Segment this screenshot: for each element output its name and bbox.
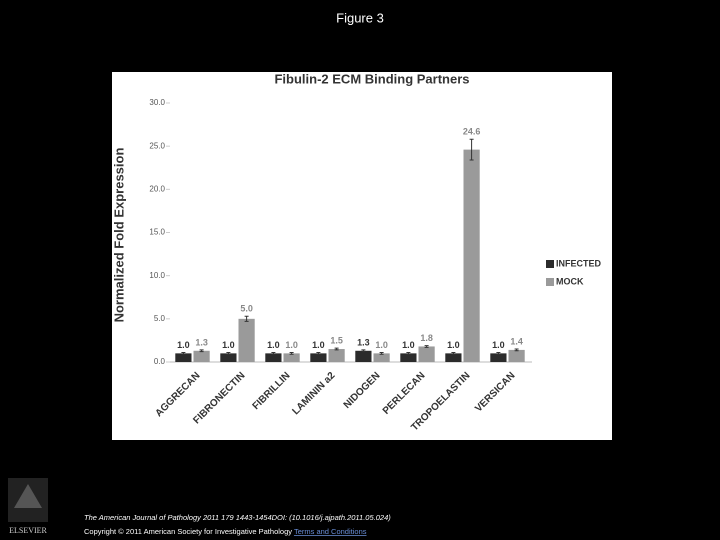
logo-text: ELSEVIER [9,526,47,535]
value-label: 1.0 [447,340,460,350]
y-tick-label: 10.0 [149,271,165,280]
y-tick-label: 20.0 [149,184,165,193]
legend-label: INFECTED [556,258,602,268]
bar [445,353,462,362]
logo: ELSEVIER [8,478,48,535]
error-bar [271,352,276,355]
value-label: 1.0 [267,340,280,350]
error-bar [316,352,321,355]
y-tick-label: 5.0 [154,314,166,323]
error-bar [289,352,294,355]
y-axis-label: Normalized Fold Expression [111,148,126,323]
value-label: 1.0 [222,340,235,350]
value-label: 1.4 [510,336,523,346]
value-label: 1.3 [357,337,370,347]
error-bar [199,349,204,353]
y-tick-label: 30.0 [149,98,165,107]
bar [238,318,255,362]
value-label: 24.6 [463,127,481,137]
logo-tree [14,484,42,508]
bar [418,346,435,362]
bar [463,149,480,362]
bar [373,353,390,362]
legend-swatch [546,278,554,286]
citation: The American Journal of Pathology 2011 1… [84,513,391,522]
value-label: 1.5 [330,336,343,346]
error-bar [244,315,249,322]
value-label: 1.0 [312,340,325,350]
bar [193,350,210,362]
legend-label: MOCK [556,276,584,286]
error-bar [334,347,339,351]
y-tick-label: 0.0 [154,357,166,366]
y-tick-label: 15.0 [149,228,165,237]
terms-link[interactable]: Terms and Conditions [294,527,367,536]
slide-title: Figure 3 [336,10,384,25]
value-label: 1.0 [177,340,190,350]
bar [355,350,372,362]
value-label: 1.8 [420,333,433,343]
bar [328,349,345,362]
bar [220,353,237,362]
value-label: 1.3 [195,337,208,347]
bar [508,349,525,362]
value-label: 5.0 [240,304,253,314]
error-bar [361,349,366,353]
error-bar [406,352,411,355]
value-label: 1.0 [285,340,298,350]
copyright-text: Copyright © 2011 American Society for In… [84,527,292,536]
error-bar [226,352,231,355]
value-label: 1.0 [492,340,505,350]
error-bar [424,345,429,348]
error-bar [451,352,456,355]
bar [265,353,282,362]
bar [400,353,417,362]
value-label: 1.0 [402,340,415,350]
chart-title: Fibulin-2 ECM Binding Partners [274,71,469,86]
y-tick-label: 25.0 [149,141,165,150]
chart-area [112,72,612,440]
bar [490,353,507,362]
value-label: 1.0 [375,340,388,350]
copyright: Copyright © 2011 American Society for In… [84,527,367,536]
bar [310,353,327,362]
error-bar [469,138,474,161]
error-bar [514,348,519,352]
bar [283,353,300,362]
error-bar [379,352,384,355]
legend-swatch [546,260,554,268]
error-bar [181,352,186,355]
bar [175,353,192,362]
error-bar [496,352,501,355]
